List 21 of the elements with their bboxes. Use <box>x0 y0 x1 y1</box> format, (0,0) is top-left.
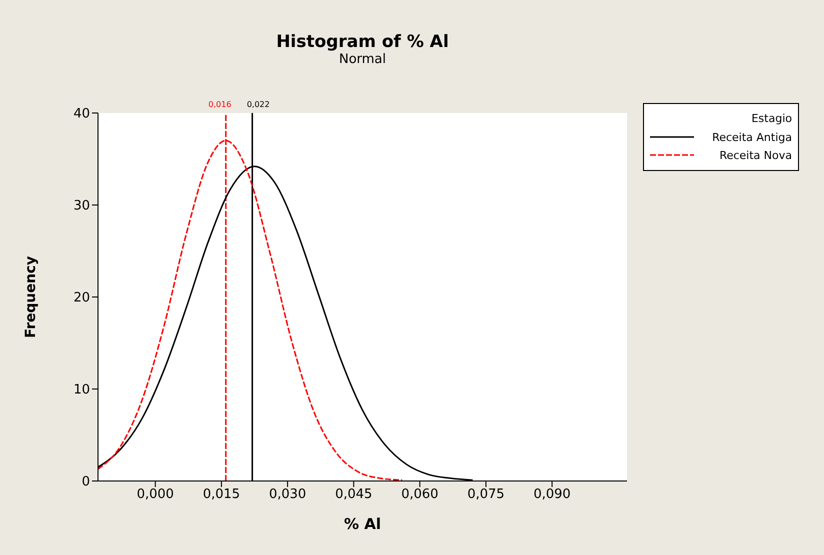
x-tick-label: 0,090 <box>533 487 571 502</box>
y-tick-label: 20 <box>73 290 90 306</box>
legend-title: Estagio <box>750 112 792 125</box>
y-tick-label: 40 <box>73 106 90 122</box>
legend-label: Receita Nova <box>719 148 792 162</box>
x-tick-label: 0,000 <box>136 487 174 502</box>
x-tick-label: 0,045 <box>335 487 372 502</box>
y-tick-label: 30 <box>73 198 90 214</box>
x-tick-label: 0,075 <box>467 487 505 502</box>
x-axis-title: % Al <box>344 515 382 533</box>
x-tick-label: 0,015 <box>202 487 240 502</box>
y-axis-title: Frequency <box>22 256 39 338</box>
chart-title: Histogram of % Al <box>275 32 450 52</box>
ref-line-label: 0,016 <box>208 100 232 109</box>
chart-subtitle: Normal <box>338 52 388 67</box>
ref-line-label: 0,022 <box>246 100 270 109</box>
y-tick-label: 0 <box>82 474 90 490</box>
y-tick-label: 10 <box>73 382 90 398</box>
x-tick-label: 0,060 <box>401 487 438 502</box>
x-tick-label: 0,030 <box>268 487 306 502</box>
legend-label: Receita Antiga <box>712 130 792 144</box>
